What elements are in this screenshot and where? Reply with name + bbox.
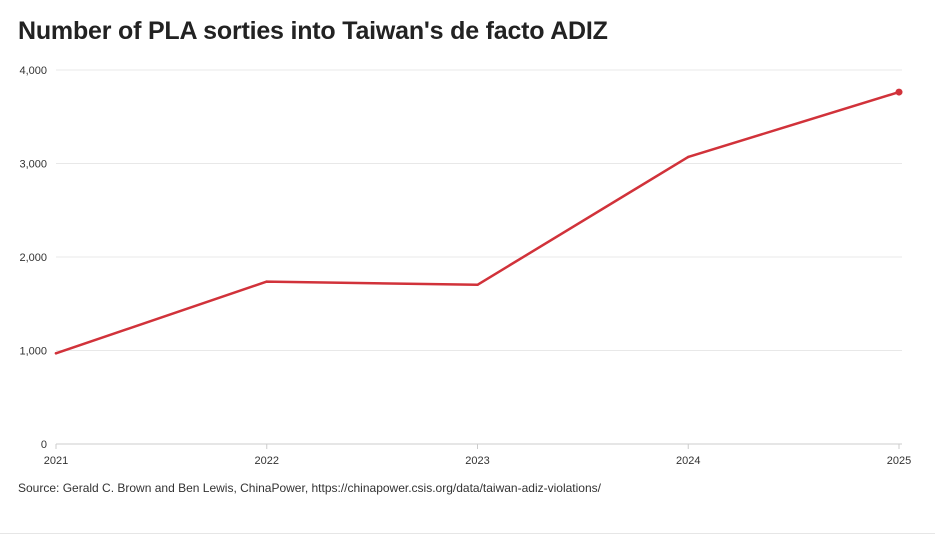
x-tick-label: 2022 (255, 455, 279, 467)
series-point (687, 155, 690, 159)
y-tick-label: 0 (41, 439, 47, 451)
x-tick-label: 2023 (465, 455, 489, 467)
series-end-point (895, 88, 903, 96)
series-line (54, 90, 901, 355)
x-tick-label: 2025 (887, 455, 911, 467)
y-tick-label: 2,000 (19, 252, 47, 264)
x-tick-label: 2024 (676, 455, 700, 467)
x-axis-tick-labels: 2021 2022 2023 2024 2025 (44, 455, 911, 467)
series (54, 88, 903, 355)
series-point (54, 352, 58, 355)
series-point (476, 283, 479, 287)
y-tick-label: 1,000 (19, 346, 47, 358)
gridlines (56, 69, 902, 351)
bottom-divider (0, 533, 935, 534)
x-tick-label: 2021 (44, 455, 68, 467)
y-axis-tick-labels: 0 1,000 2,000 3,000 4,000 (19, 65, 47, 451)
series-point (265, 280, 268, 283)
x-axis (55, 443, 902, 449)
chart-title: Number of PLA sorties into Taiwan's de f… (18, 17, 608, 45)
source-note: Source: Gerald C. Brown and Ben Lewis, C… (18, 481, 601, 495)
y-tick-label: 4,000 (19, 65, 47, 77)
y-tick-label: 3,000 (19, 159, 47, 171)
